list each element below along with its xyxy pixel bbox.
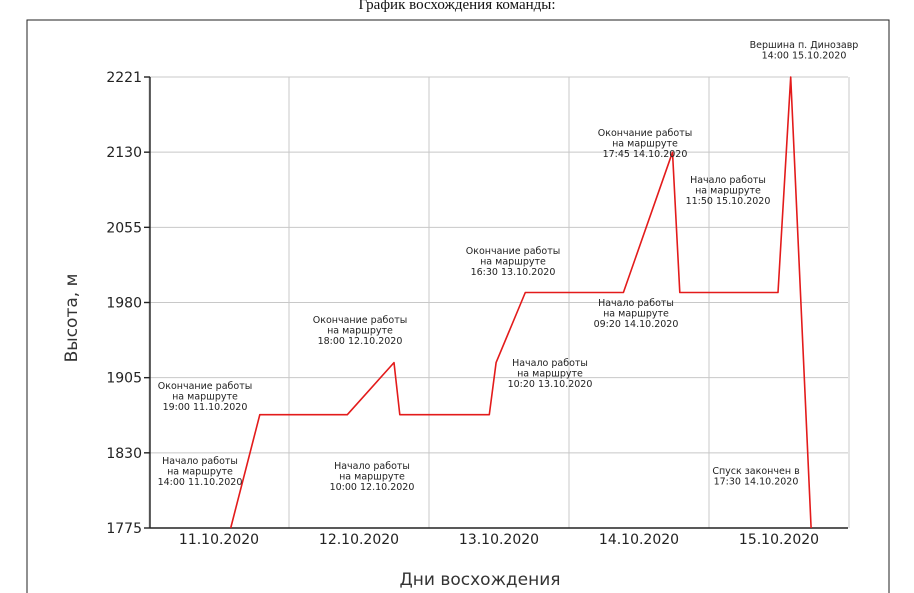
x-tick-label: 13.10.2020 [459,532,539,548]
y-tick-label: 2130 [106,145,142,161]
series-line [229,76,812,529]
x-tick-label: 12.10.2020 [319,532,399,548]
y-axis-label: Высота, м [62,274,82,363]
annotation-label: Начало работы на маршруте 11:50 15.10.2020 [686,175,771,207]
chart-frame [26,19,890,593]
grid [148,76,850,529]
annotation-label: Окончание работы на маршруте 16:30 13.10.2… [466,246,560,278]
annotation-label: Начало работы на маршруте 09:20 14.10.2020 [594,298,679,330]
y-tick-label: 1830 [106,446,142,462]
annotation-label: Окончание работы на маршруте 17:45 14.10.2… [598,128,692,160]
annotations: Начало работы на маршруте 14:00 11.10.2020… [158,40,859,493]
x-tick-label: 11.10.2020 [179,532,259,548]
y-tick-label: 1980 [106,296,142,312]
chart-title: График восхождения команды: [358,0,556,13]
y-tick-label: 1775 [106,521,142,537]
series [229,76,812,529]
y-tick-label: 1905 [106,371,142,387]
x-axis-label: Дни восхождения [400,570,561,590]
annotation-label: Окончание работы на маршруте 19:00 11.10.2… [158,381,252,413]
x-tick-label: 15.10.2020 [739,532,819,548]
annotation-label: Начало работы на маршруте 14:00 11.10.2020 [158,456,243,488]
annotation-label: Вершина п. Динозавр 14:00 15.10.2020 [750,40,859,62]
annotation-label: Окончание работы на маршруте 18:00 12.10.2… [313,315,407,347]
annotation-label: Начало работы на маршруте 10:00 12.10.2020 [330,461,415,493]
x-tick-labels: 11.10.2020 12.10.2020 13.10.2020 14.10.2020… [179,532,819,548]
annotation-label: Начало работы на маршруте 10:20 13.10.2020 [508,358,593,390]
y-tick-label: 2221 [106,70,142,86]
y-tick-labels: 1775 1830 1905 1980 2055 2130 2221 [106,70,150,537]
y-tick-label: 2055 [106,220,142,236]
annotation-label: Спуск закончен в 17:30 14.10.2020 [712,466,800,488]
x-tick-label: 14.10.2020 [599,532,679,548]
